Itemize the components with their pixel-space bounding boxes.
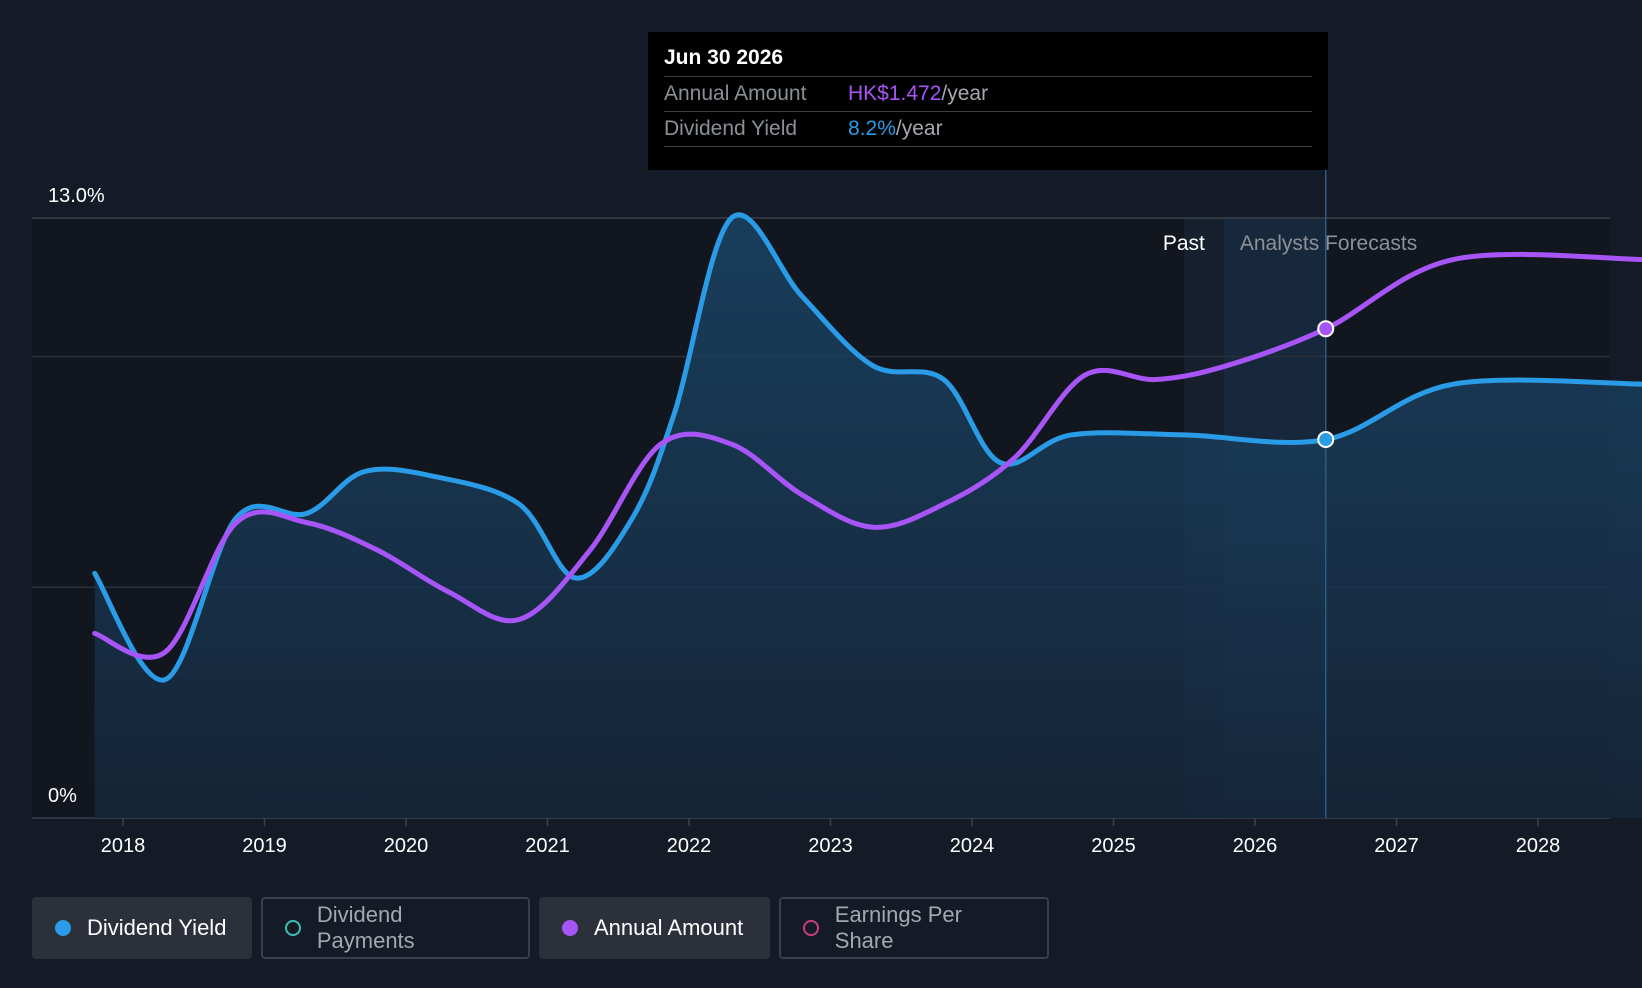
legend-dividend-yield-label: Dividend Yield <box>87 915 227 940</box>
x-tick-label-2019: 2019 <box>242 835 287 857</box>
annual-amount-hover-marker <box>1317 320 1335 338</box>
tooltip-annual-value: HK$1.472 <box>848 82 942 105</box>
tooltip-annual-row: Annual Amount HK$1.472/year <box>664 77 1312 112</box>
y-tick-max: 13.0% <box>48 185 105 207</box>
legend-dividend-payments-ring-icon <box>285 920 301 936</box>
series-line-annual-amount <box>92 251 1642 660</box>
tooltip-annual-unit: /year <box>941 82 989 105</box>
dividend-yield-area <box>94 215 1642 818</box>
series-line-dividend-yield <box>92 212 1642 683</box>
x-tick-label-2023: 2023 <box>808 835 853 857</box>
x-tick-label-2018: 2018 <box>101 835 146 857</box>
legend-earnings-per-share-button[interactable]: Earnings Per Share <box>779 897 1049 959</box>
x-tick-label-2026: 2026 <box>1233 835 1278 857</box>
dividend-yield-hover-marker <box>1317 431 1335 449</box>
legend-earnings-per-share-label: Earnings Per Share <box>834 902 962 953</box>
chart-legend: Dividend Yield Dividend Payments Annual … <box>32 897 1049 959</box>
legend-dividend-yield-button[interactable]: Dividend Yield <box>32 897 252 959</box>
x-tick-label-2028: 2028 <box>1516 835 1561 857</box>
forecast-label: Analysts Forecasts <box>1240 232 1417 255</box>
hover-tooltip: Jun 30 2026 Annual Amount HK$1.472/year … <box>648 32 1328 170</box>
legend-earnings-per-share-ring-icon <box>803 920 819 936</box>
legend-annual-amount-button[interactable]: Annual Amount <box>539 897 770 959</box>
x-tick-label-2024: 2024 <box>950 835 995 857</box>
x-tick-label-2020: 2020 <box>384 835 429 857</box>
tooltip-yield-value: 8.2% <box>848 117 896 140</box>
legend-dividend-payments-label: Dividend Payments <box>316 902 415 953</box>
past-label: Past <box>1163 232 1205 255</box>
legend-dividend-payments-button[interactable]: Dividend Payments <box>261 897 530 959</box>
tooltip-yield-unit: /year <box>895 117 943 140</box>
x-tick-label-2021: 2021 <box>525 835 570 857</box>
tooltip-yield-label: Dividend Yield <box>664 117 798 140</box>
x-tick-label-2022: 2022 <box>667 835 712 857</box>
legend-annual-amount-label: Annual Amount <box>594 915 744 940</box>
tooltip-annual-label: Annual Amount <box>664 82 807 105</box>
legend-dividend-yield-dot-icon <box>55 920 71 936</box>
x-tick-label-2025: 2025 <box>1091 835 1136 857</box>
tooltip-yield-row: Dividend Yield 8.2%/year <box>664 112 1312 147</box>
tooltip-date: Jun 30 2026 <box>664 46 1312 77</box>
x-tick-label-2027: 2027 <box>1374 835 1419 857</box>
legend-annual-amount-dot-icon <box>562 920 578 936</box>
y-tick-zero: 0% <box>48 785 77 807</box>
